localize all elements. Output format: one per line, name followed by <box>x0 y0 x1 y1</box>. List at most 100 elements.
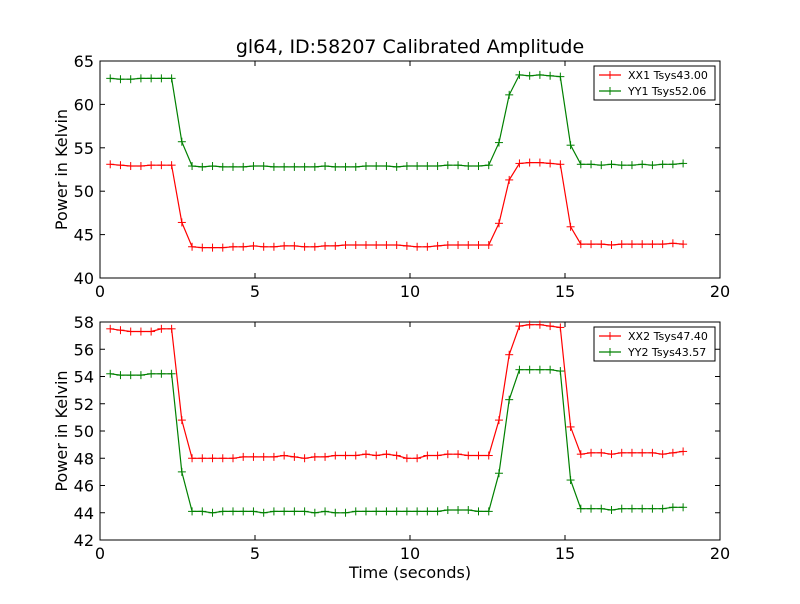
data-point-1-0-49 <box>607 450 616 459</box>
x-tick-label-1-2: 10 <box>400 544 420 563</box>
data-point-1-0-40 <box>515 322 524 331</box>
data-point-0-0-28 <box>392 241 401 250</box>
data-point-0-1-37 <box>484 161 493 170</box>
data-point-1-1-43 <box>546 365 555 374</box>
data-point-0-1-13 <box>239 162 248 171</box>
data-point-1-1-44 <box>556 367 565 376</box>
data-point-1-0-12 <box>228 454 237 463</box>
data-point-0-1-9 <box>198 162 207 171</box>
data-point-0-0-14 <box>249 241 258 250</box>
data-point-1-0-42 <box>535 320 544 329</box>
data-point-1-1-17 <box>280 507 289 516</box>
data-point-1-1-7 <box>177 467 186 476</box>
data-point-1-1-47 <box>587 504 596 513</box>
data-point-0-1-25 <box>361 162 370 171</box>
data-point-0-0-20 <box>310 242 319 251</box>
data-point-1-1-30 <box>413 507 422 516</box>
data-point-0-0-54 <box>658 240 667 249</box>
data-point-1-0-13 <box>239 452 248 461</box>
data-point-0-1-14 <box>249 162 258 171</box>
data-point-1-1-35 <box>464 506 473 515</box>
data-point-1-1-55 <box>668 503 677 512</box>
data-point-0-1-8 <box>188 162 197 171</box>
data-point-1-0-24 <box>351 451 360 460</box>
top-panel: 0 5 10 15 20 40 45 50 55 60 65 Power in Kelvin XX1 T… <box>52 52 730 301</box>
data-point-1-1-0 <box>106 369 115 378</box>
data-point-1-1-24 <box>351 507 360 516</box>
data-point-1-0-6 <box>167 324 176 333</box>
data-point-1-1-3 <box>136 371 145 380</box>
data-point-1-0-25 <box>361 450 370 459</box>
data-point-1-1-19 <box>300 507 309 516</box>
data-point-0-0-9 <box>198 243 207 252</box>
data-point-1-1-20 <box>310 508 319 517</box>
x-tick-label-0-2: 10 <box>400 282 420 301</box>
data-point-1-0-28 <box>392 451 401 460</box>
data-point-0-0-45 <box>566 222 575 231</box>
data-point-0-0-46 <box>576 240 585 249</box>
data-point-1-1-25 <box>361 507 370 516</box>
data-point-0-0-50 <box>617 240 626 249</box>
data-point-1-0-8 <box>188 454 197 463</box>
data-point-0-1-18 <box>290 162 299 171</box>
data-point-0-1-40 <box>515 70 524 79</box>
data-point-1-0-34 <box>454 450 463 459</box>
data-point-0-0-43 <box>546 159 555 168</box>
data-point-1-0-37 <box>484 451 493 460</box>
data-point-1-0-29 <box>402 454 411 463</box>
data-point-1-0-14 <box>249 452 258 461</box>
data-point-0-0-12 <box>228 242 237 251</box>
data-point-0-1-30 <box>413 162 422 171</box>
data-point-0-1-43 <box>546 71 555 80</box>
data-point-0-1-21 <box>321 162 330 171</box>
data-point-1-1-49 <box>607 506 616 515</box>
y-tick-label-0-4: 60 <box>74 95 94 114</box>
data-point-1-0-11 <box>218 454 227 463</box>
data-point-0-0-27 <box>382 241 391 250</box>
data-point-1-1-27 <box>382 507 391 516</box>
data-point-0-0-8 <box>188 242 197 251</box>
data-point-1-1-31 <box>423 507 432 516</box>
data-point-0-0-41 <box>525 158 534 167</box>
data-point-0-1-24 <box>351 162 360 171</box>
data-point-0-0-21 <box>321 241 330 250</box>
data-point-0-0-11 <box>218 243 227 252</box>
y-tick-label-1-5: 52 <box>74 395 94 414</box>
data-point-0-1-39 <box>505 90 514 99</box>
data-point-0-1-47 <box>587 160 596 169</box>
data-point-0-0-10 <box>208 243 217 252</box>
data-point-1-0-53 <box>648 448 657 457</box>
data-point-1-1-54 <box>658 504 667 513</box>
legend-label-0-0: XX1 Tsys43.00 <box>628 69 708 82</box>
data-point-0-0-48 <box>597 240 606 249</box>
data-point-0-1-20 <box>310 162 319 171</box>
data-point-0-0-26 <box>372 241 381 250</box>
data-point-0-1-54 <box>658 160 667 169</box>
data-point-0-1-51 <box>627 161 636 170</box>
data-point-0-0-0 <box>106 160 115 169</box>
data-point-1-1-18 <box>290 507 299 516</box>
data-point-1-1-41 <box>525 365 534 374</box>
data-point-1-0-43 <box>546 322 555 331</box>
data-point-1-0-50 <box>617 448 626 457</box>
x-tick-label-0-0: 0 <box>95 282 105 301</box>
data-point-0-1-28 <box>392 162 401 171</box>
data-point-1-0-35 <box>464 451 473 460</box>
data-point-1-1-46 <box>576 504 585 513</box>
data-point-0-1-7 <box>177 137 186 146</box>
y-tick-label-1-7: 56 <box>74 340 94 359</box>
chart-title: gl64, ID:58207 Calibrated Amplitude <box>236 36 584 58</box>
data-point-0-0-16 <box>269 242 278 251</box>
data-point-1-0-23 <box>341 451 350 460</box>
data-point-0-1-50 <box>617 161 626 170</box>
data-point-1-0-36 <box>474 451 483 460</box>
data-point-0-1-36 <box>474 162 483 171</box>
data-point-0-1-32 <box>433 162 442 171</box>
y-tick-label-1-0: 42 <box>74 531 94 550</box>
data-point-1-0-22 <box>331 451 340 460</box>
data-point-1-0-52 <box>638 448 647 457</box>
data-point-1-0-31 <box>423 451 432 460</box>
data-point-0-0-1 <box>116 161 125 170</box>
data-point-0-0-19 <box>300 242 309 251</box>
y-tick-label-1-2: 46 <box>74 477 94 496</box>
